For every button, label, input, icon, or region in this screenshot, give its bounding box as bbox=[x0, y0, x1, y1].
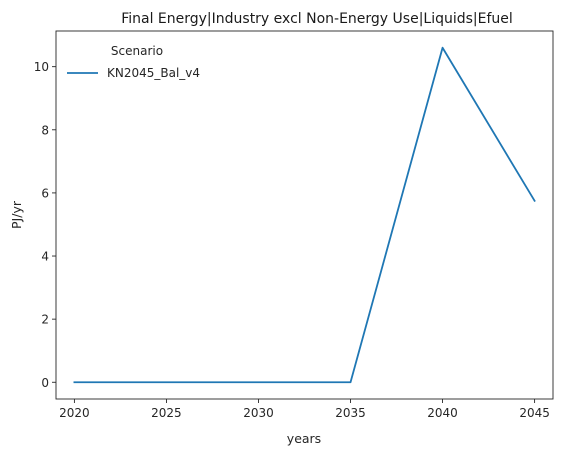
x-tick-label: 2020 bbox=[59, 406, 90, 420]
legend: Scenario KN2045_Bal_v4 bbox=[67, 44, 200, 80]
y-tick-label: 6 bbox=[41, 186, 49, 200]
x-tick-label: 2025 bbox=[151, 406, 182, 420]
y-tick-label: 8 bbox=[41, 123, 49, 137]
y-tick-label: 4 bbox=[41, 250, 49, 264]
y-tick-label: 0 bbox=[41, 376, 49, 390]
y-axis-label: PJ/yr bbox=[9, 200, 24, 229]
y-axis: 0 2 4 6 8 10 bbox=[34, 60, 56, 390]
plot-area bbox=[55, 30, 554, 400]
series-line-0 bbox=[73, 46, 536, 384]
x-tick-label: 2035 bbox=[335, 406, 366, 420]
plot-frame bbox=[55, 30, 554, 400]
y-tick-label: 10 bbox=[34, 60, 49, 74]
y-tick-label: 2 bbox=[41, 313, 49, 327]
x-axis: 2020 2025 2030 2035 2040 2045 bbox=[59, 399, 550, 420]
x-tick-label: 2045 bbox=[519, 406, 550, 420]
x-axis-label: years bbox=[287, 431, 321, 446]
legend-title: Scenario bbox=[111, 44, 163, 58]
chart-title: Final Energy|Industry excl Non-Energy Us… bbox=[121, 11, 513, 27]
x-tick-label: 2040 bbox=[427, 406, 458, 420]
legend-entry-label: KN2045_Bal_v4 bbox=[107, 66, 200, 80]
series-layer bbox=[73, 46, 536, 384]
x-tick-label: 2030 bbox=[243, 406, 274, 420]
